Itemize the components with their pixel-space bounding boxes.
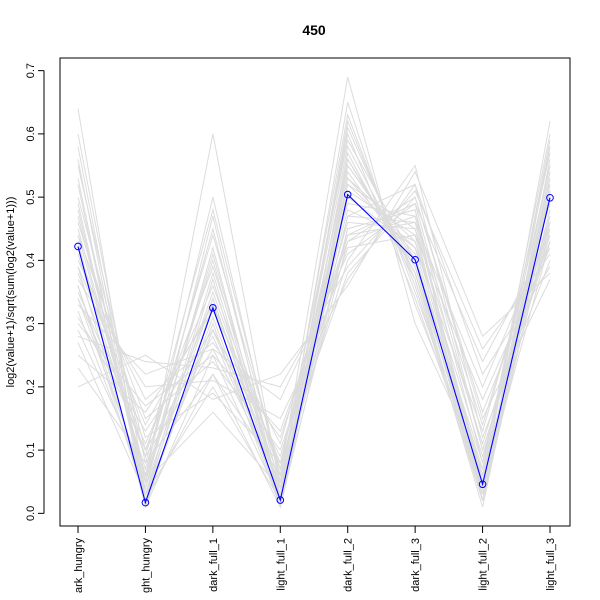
background-series-group: [77, 76, 551, 509]
background-series-line-27: [77, 138, 551, 470]
highlight-point-light_full_1: [276, 496, 285, 504]
highlight-point-dark_full_1: [209, 304, 217, 312]
x-tick-label-dark_full_3: dark_full_3: [410, 538, 422, 592]
y-tick-label: 0.1: [25, 442, 37, 457]
background-series-line-16: [77, 183, 551, 420]
highlight-point-light_hungry: [141, 498, 150, 507]
x-tick-label-light_full_2: light_full_2: [478, 538, 490, 591]
background-series-line-1: [77, 108, 551, 509]
chart-title: 450: [302, 22, 326, 38]
x-tick-label-light_hungry: ght_hungry: [140, 538, 152, 594]
highlight-point-light_full_3: [546, 193, 554, 202]
background-series-line-15: [77, 76, 551, 476]
x-tick-label-dark_full_2: dark_full_2: [343, 538, 355, 592]
background-series-line-37: [77, 159, 551, 509]
y-tick-label: 0.5: [25, 189, 37, 204]
background-series-line-38: [77, 177, 551, 490]
x-tick-label-light_full_3: light_full_3: [545, 538, 557, 591]
x-tick-label-light_full_1: light_full_1: [275, 538, 287, 591]
background-series-line-32: [77, 183, 551, 465]
highlight-point-light_full_2: [478, 480, 487, 489]
background-series-line-33: [77, 125, 551, 501]
x-tick-label-dark_hungry: ark_hungry: [73, 538, 85, 594]
background-series-line-28: [77, 170, 551, 401]
background-series-line-35: [77, 164, 551, 478]
x-tick-label-dark_full_1: dark_full_1: [208, 538, 220, 592]
y-tick-label: 0.6: [25, 126, 37, 141]
background-series-line-34: [77, 203, 551, 497]
highlight-point-dark_hungry: [74, 242, 82, 251]
y-tick-label: 0.4: [25, 253, 37, 268]
highlight-point-dark_full_3: [411, 255, 419, 264]
highlight-point-dark_full_2: [343, 190, 352, 199]
highlight-series-group: [74, 190, 554, 507]
y-tick-label: 0.0: [25, 506, 37, 521]
y-tick-label: 0.3: [25, 316, 37, 331]
highlight-series-line: [77, 193, 551, 505]
y-axis-label: log2(value+1)/sqrt(sum(log2(value+1))): [5, 197, 17, 388]
background-series-line-31: [77, 202, 551, 484]
background-series-line-12: [77, 102, 551, 489]
y-tick-label: 0.7: [25, 63, 37, 78]
background-series-line-36: [77, 196, 551, 433]
axes-group: 0.0 0.1 0.2 0.3 0.4 0.5 0.6 0.7 ark_hungry ght_hu…: [25, 57, 571, 594]
y-tick-label: 0.2: [25, 379, 37, 394]
